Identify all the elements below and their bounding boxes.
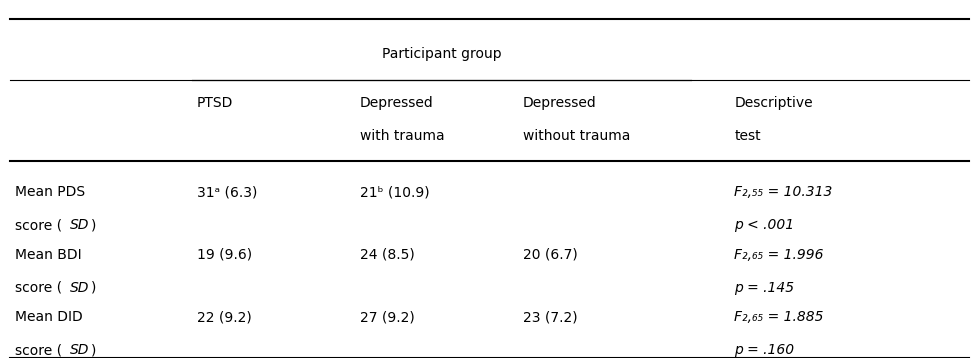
- Text: p = .145: p = .145: [734, 281, 793, 295]
- Text: Mean PDS: Mean PDS: [15, 185, 85, 199]
- Text: test: test: [734, 129, 760, 143]
- Text: p < .001: p < .001: [734, 218, 793, 232]
- Text: 27 (9.2): 27 (9.2): [360, 310, 415, 324]
- Text: score (: score (: [15, 343, 62, 357]
- Text: ): ): [91, 218, 97, 232]
- Text: 23 (7.2): 23 (7.2): [522, 310, 577, 324]
- Text: SD: SD: [70, 343, 90, 357]
- Text: without trauma: without trauma: [522, 129, 630, 143]
- Text: 22 (9.2): 22 (9.2): [197, 310, 251, 324]
- Text: SD: SD: [70, 281, 90, 295]
- Text: Descriptive: Descriptive: [734, 96, 812, 110]
- Text: with trauma: with trauma: [360, 129, 444, 143]
- Text: ): ): [91, 343, 97, 357]
- Text: Mean BDI: Mean BDI: [15, 248, 81, 262]
- Text: F₂,₅₅ = 10.313: F₂,₅₅ = 10.313: [734, 185, 831, 199]
- Text: PTSD: PTSD: [197, 96, 233, 110]
- Text: Mean DID: Mean DID: [15, 310, 82, 324]
- Text: 20 (6.7): 20 (6.7): [522, 248, 577, 262]
- Text: 21ᵇ (10.9): 21ᵇ (10.9): [360, 185, 429, 199]
- Text: Participant group: Participant group: [381, 47, 501, 61]
- Text: F₂,₆₅ = 1.996: F₂,₆₅ = 1.996: [734, 248, 822, 262]
- Text: Depressed: Depressed: [360, 96, 433, 110]
- Text: score (: score (: [15, 218, 62, 232]
- Text: ): ): [91, 281, 97, 295]
- Text: Depressed: Depressed: [522, 96, 597, 110]
- Text: F₂,₆₅ = 1.885: F₂,₆₅ = 1.885: [734, 310, 822, 324]
- Text: 24 (8.5): 24 (8.5): [360, 248, 415, 262]
- Text: SD: SD: [70, 218, 90, 232]
- Text: score (: score (: [15, 281, 62, 295]
- Text: 31ᵃ (6.3): 31ᵃ (6.3): [197, 185, 257, 199]
- Text: 19 (9.6): 19 (9.6): [197, 248, 251, 262]
- Text: p = .160: p = .160: [734, 343, 793, 357]
